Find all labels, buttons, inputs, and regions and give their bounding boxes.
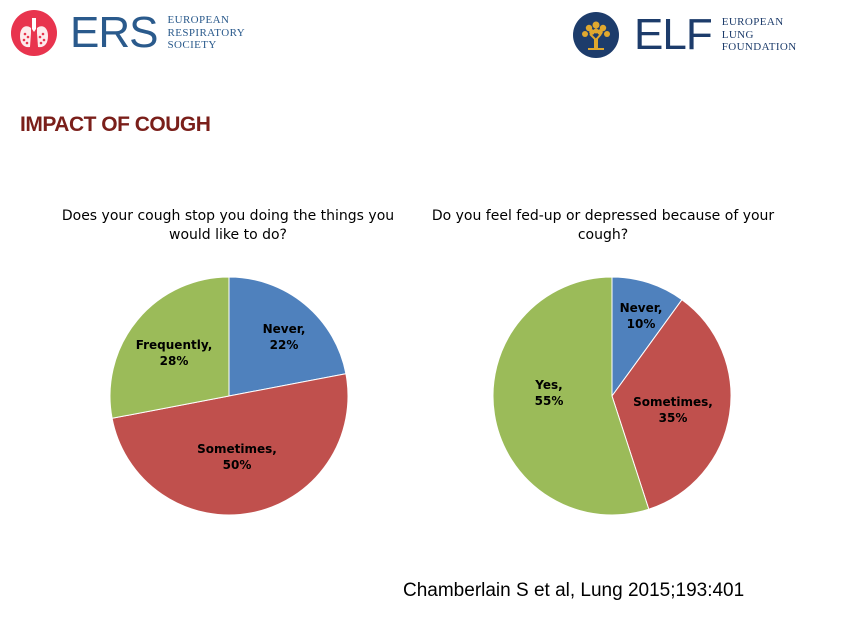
citation: Chamberlain S et al, Lung 2015;193:401 [403, 580, 745, 601]
data-label-sometimes: Sometimes, 50% [197, 442, 277, 472]
data-label-never: Never, 22% [263, 322, 306, 352]
elf-logo: ELF EUROPEAN LUNG FOUNDATION [572, 11, 797, 59]
elf-word: FOUNDATION [721, 41, 797, 54]
ers-word: EUROPEAN [167, 14, 230, 27]
elf-word: EUROPEAN [721, 16, 784, 29]
ers-abbreviation: ERS [70, 8, 158, 57]
ers-word: RESPIRATORY [167, 26, 246, 39]
elf-tree-icon [573, 12, 619, 58]
slide-title: IMPACT OF COUGH [20, 113, 211, 136]
ers-lungs-icon [11, 10, 57, 56]
elf-abbreviation: ELF [634, 10, 713, 59]
data-label-never: Never, 10% [620, 301, 663, 331]
ers-word: SOCIETY [167, 39, 217, 52]
ers-full-name: EUROPEAN RESPIRATORY SOCIETY [167, 14, 245, 52]
data-label-frequently: Frequently, 28% [136, 338, 213, 368]
chart-title: Does your cough stop you doing the thing… [61, 208, 395, 243]
data-label-yes: Yes, 55% [534, 378, 563, 408]
pie-slice-frequently [109, 276, 230, 419]
pie-slice-sometimes [111, 373, 349, 516]
ers-logo: ERS EUROPEAN RESPIRATORY SOCIETY [10, 9, 245, 57]
chart-title: Do you feel fed-up or depressed because … [431, 208, 775, 243]
pie-slice-never [611, 276, 683, 398]
pie-slice-never [228, 276, 347, 397]
elf-full-name: EUROPEAN LUNG FOUNDATION [722, 16, 797, 54]
pie-slice-sometimes [611, 299, 732, 510]
elf-word: LUNG [721, 28, 754, 41]
data-label-sometimes: Sometimes, 35% [633, 395, 713, 425]
pie-slice-yes [492, 276, 650, 516]
